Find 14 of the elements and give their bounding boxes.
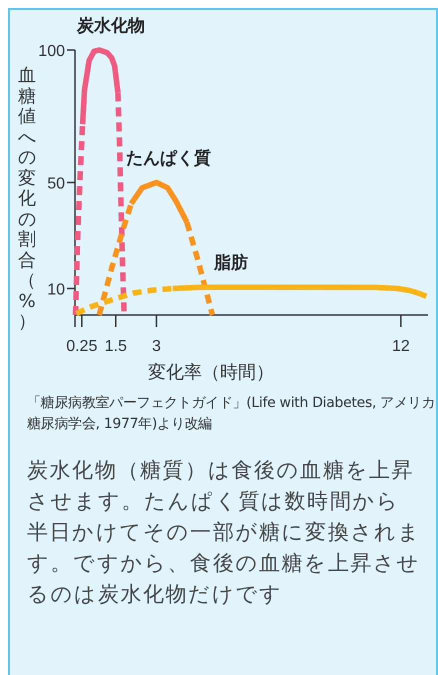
y-tick-label: 100 [38,43,66,60]
x-axis-title: 変化率（時間） [148,362,274,383]
x-tick-label: 1.5 [104,338,127,355]
y-tick-label: 50 [47,176,66,192]
x-tick-label: 3 [152,338,162,355]
x-tick-label: 0.25 [66,338,98,355]
x-tick-label: 12 [392,338,410,355]
text: 血糖値への変化の割合（%） [18,65,36,332]
series-label: 脂肪 [212,253,248,274]
series-label: たんぱく質 [126,148,211,168]
y-tick-label: 10 [47,282,66,298]
text: 「糖尿病教室パーフェクトガイド」(Life with Diabetes, アメリカ糖尿病学会, 1977年)より改編 [27,394,436,434]
text: 炭水化物（糖質）は食後の血糖を上昇させます。たんぱく質は数時間から半日かけてその一部が糖に変換されます。ですから、食後の血糖を上昇させるのは炭水化物だけです [27,457,422,608]
series-label: 炭水化物 [76,16,146,36]
